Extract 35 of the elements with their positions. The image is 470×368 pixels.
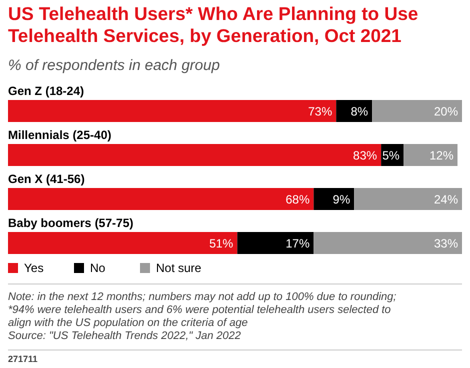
- data-label: 17%: [286, 236, 310, 250]
- data-label: 24%: [434, 192, 458, 206]
- data-label: 5%: [382, 148, 400, 162]
- y-tick-label: Millennials (25-40): [8, 128, 112, 142]
- bar: [237, 232, 314, 254]
- data-label: 83%: [353, 148, 378, 162]
- data-label: 20%: [434, 104, 458, 118]
- bar: [8, 188, 314, 210]
- y-tick-label: Gen X (41-56): [8, 172, 85, 186]
- data-label: 33%: [434, 236, 458, 250]
- chart-subtitle: % of respondents in each group: [8, 57, 220, 74]
- bar: [314, 188, 354, 210]
- bar: [372, 100, 462, 122]
- data-label: 12%: [429, 148, 454, 162]
- bar: [8, 144, 382, 166]
- text: 271711: [8, 354, 38, 364]
- bar: [314, 232, 462, 254]
- data-label: 8%: [350, 104, 368, 118]
- y-tick-label: Gen Z (18-24): [8, 84, 84, 98]
- legend-label: Yes: [24, 261, 44, 275]
- legend-label: No: [90, 261, 106, 275]
- text: Note: in the next 12 months; numbers may not add up to 100% due to rounding; *94% were telehealth users and 6% were potential telehealth users selected to align with the US population on the criteria of age: [8, 291, 396, 329]
- source-note: Source: "US Telehealth Trends 2022," Jan 2022: [8, 330, 241, 342]
- bar: [8, 100, 336, 122]
- legend-label: Not sure: [156, 261, 202, 275]
- data-label: 68%: [286, 192, 310, 206]
- bar: [8, 232, 238, 254]
- data-label: 73%: [308, 104, 332, 118]
- data-label: 9%: [332, 192, 350, 206]
- y-tick-label: Baby boomers (57-75): [8, 216, 134, 230]
- bar: [336, 100, 372, 122]
- chart-title: US Telehealth Users* Who Are Planning to Use Telehealth Services, by Generation, Oct 2021: [8, 3, 418, 46]
- bar: [404, 144, 458, 166]
- data-label: 51%: [209, 236, 234, 250]
- bar: [354, 188, 462, 210]
